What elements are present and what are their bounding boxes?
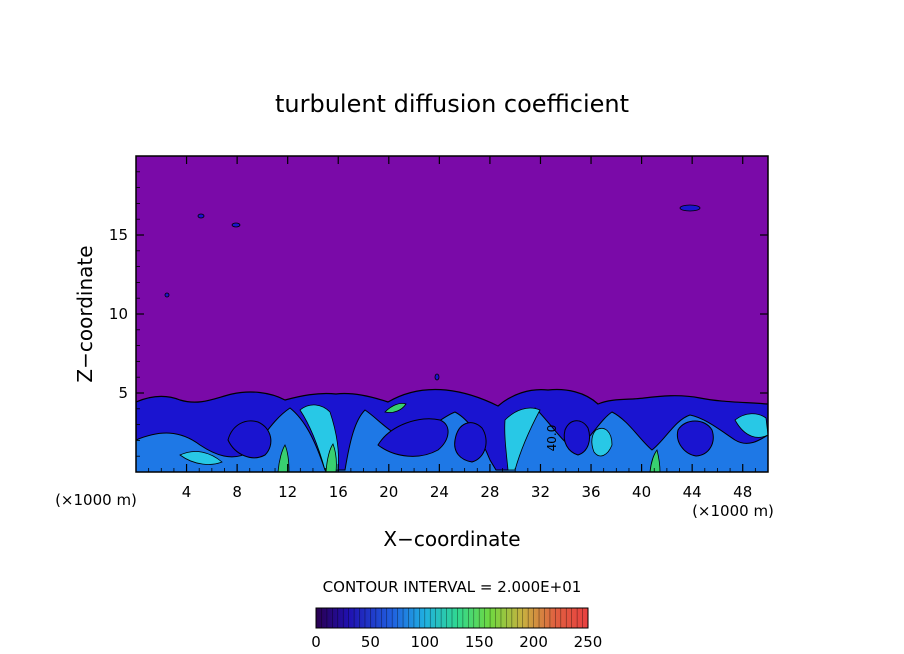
upper-blob-4 xyxy=(164,292,170,298)
turbulent-layer xyxy=(136,204,768,472)
x-tick-label-3: 16 xyxy=(329,483,348,501)
x-tick-label-6: 28 xyxy=(480,483,499,501)
contour-interval-text: CONTOUR INTERVAL = 2.000E+01 xyxy=(323,578,582,596)
layer-core-5 xyxy=(676,420,714,457)
layer-spot-green-4 xyxy=(384,403,407,413)
y-axis-label: Z−coordinate xyxy=(73,245,97,382)
layer-spot-green-2 xyxy=(325,443,337,472)
upper-blob-5 xyxy=(434,373,440,381)
colorbar-tick-label-0: 0 xyxy=(311,633,321,651)
x-tick-label-4: 20 xyxy=(379,483,398,501)
upper-blob-2 xyxy=(231,222,241,228)
contour-label: 40.0 xyxy=(545,425,559,452)
y-axis-ticks: 5 10 15 xyxy=(109,171,768,457)
layer-spot-green-1 xyxy=(277,444,290,472)
chart-title: turbulent diffusion coefficient xyxy=(275,90,629,118)
x-tick-label-2: 12 xyxy=(278,483,297,501)
x-tick-label-11: 48 xyxy=(733,483,752,501)
plot-area: 40.0 xyxy=(136,156,768,472)
colorbar-ticks: 0 50 100 150 200 250 xyxy=(311,633,602,651)
colorbar: 0 50 100 150 200 250 xyxy=(311,607,602,651)
x-tick-label-5: 24 xyxy=(430,483,449,501)
colorbar-stripes xyxy=(321,608,583,628)
upper-blob-3 xyxy=(197,213,205,219)
y-tick-label-1: 10 xyxy=(109,305,128,323)
x-tick-label-9: 40 xyxy=(632,483,651,501)
layer-core-2 xyxy=(377,418,449,457)
x-tick-label-8: 36 xyxy=(581,483,600,501)
layer-high-3 xyxy=(504,407,541,471)
x-unit-left: (×1000 m) xyxy=(55,491,137,509)
x-tick-label-10: 44 xyxy=(683,483,702,501)
y-tick-label-2: 15 xyxy=(109,226,128,244)
x-unit-right: (×1000 m) xyxy=(692,502,774,520)
layer-spot-green-3 xyxy=(649,449,661,472)
layer-core-1 xyxy=(227,420,272,459)
layer-high-1 xyxy=(179,451,223,465)
x-axis-label: X−coordinate xyxy=(383,527,520,551)
x-tick-label-7: 32 xyxy=(531,483,550,501)
layer-high-4 xyxy=(591,428,613,457)
colorbar-tick-label-2: 100 xyxy=(410,633,439,651)
colorbar-tick-label-4: 200 xyxy=(519,633,548,651)
colorbar-tick-label-1: 50 xyxy=(361,633,380,651)
upper-blob-1 xyxy=(679,204,701,212)
y-tick-label-0: 5 xyxy=(118,384,128,402)
layer-core-3 xyxy=(454,422,487,463)
layer-high-5 xyxy=(734,413,768,438)
x-tick-label-0: 4 xyxy=(182,483,192,501)
colorbar-tick-label-3: 150 xyxy=(465,633,494,651)
x-axis-ticks: 4 8 12 16 20 24 28 32 36 40 44 48 xyxy=(148,156,756,501)
layer-core-4 xyxy=(563,420,591,456)
x-tick-label-1: 8 xyxy=(232,483,242,501)
colorbar-tick-label-5: 250 xyxy=(574,633,603,651)
